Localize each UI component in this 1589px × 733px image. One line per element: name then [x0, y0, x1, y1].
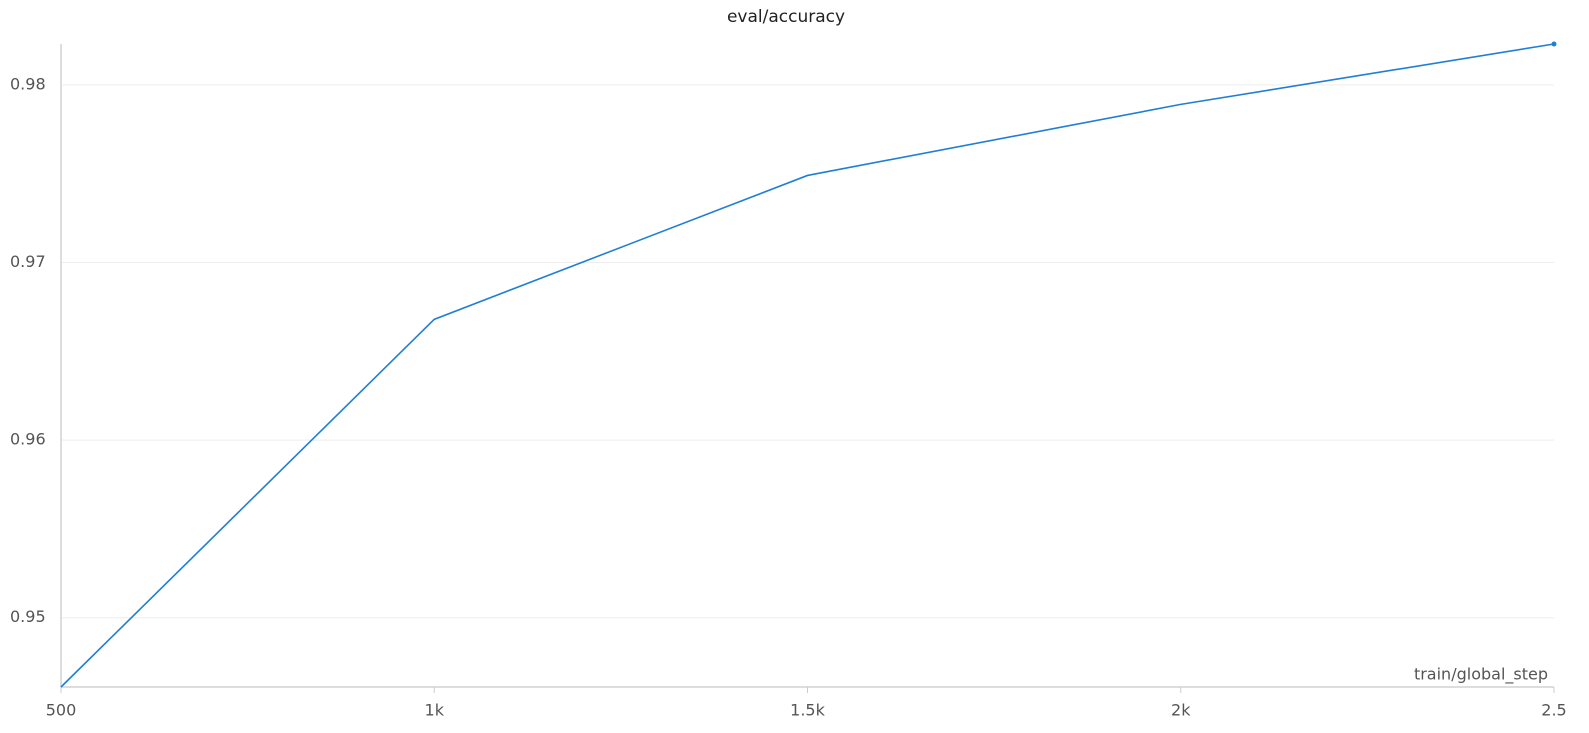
x-tick-label: 2k [1171, 701, 1191, 720]
y-tick-label: 0.98 [10, 74, 46, 93]
end-point [1551, 41, 1557, 47]
y-tick-label: 0.97 [10, 252, 46, 271]
x-tick-label: 500 [46, 701, 77, 720]
x-axis-label: train/global_step [1414, 665, 1548, 685]
y-tick-label: 0.95 [10, 607, 46, 626]
y-tick-label: 0.96 [10, 430, 46, 449]
line [60, 43, 1555, 688]
x-tick-label: 1k [425, 701, 445, 720]
chart-title: eval/accuracy [727, 7, 845, 27]
x-tick-label: 2.5 [1541, 701, 1566, 720]
x-tick-label: 1.5k [790, 701, 825, 720]
